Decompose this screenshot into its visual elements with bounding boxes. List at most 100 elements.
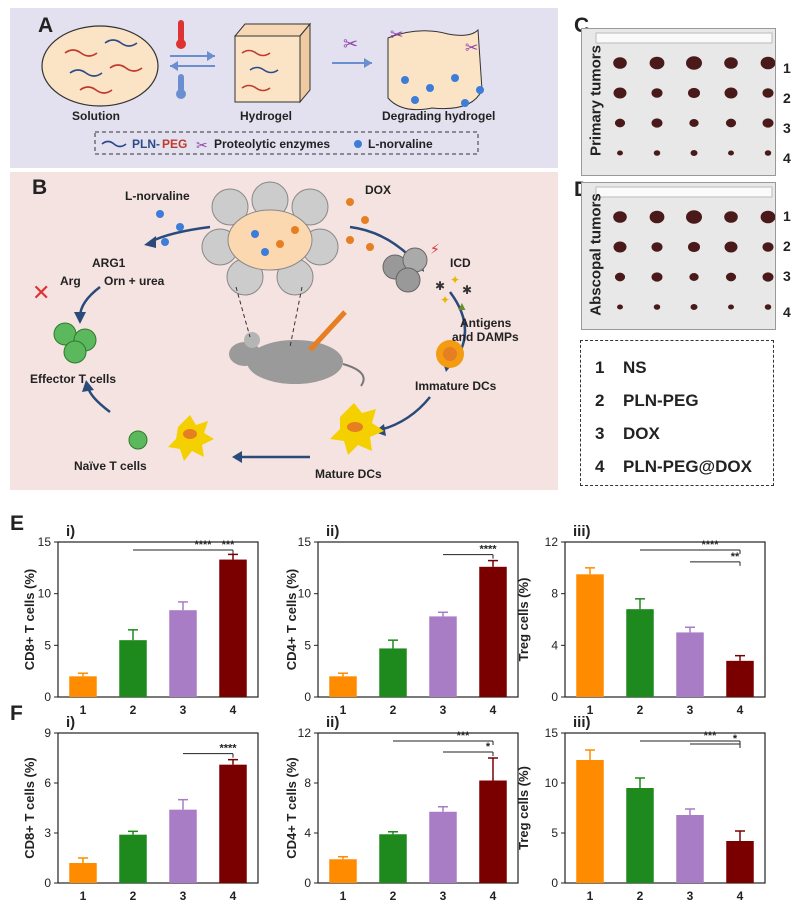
legend-row: 3 DOX: [595, 417, 773, 450]
significance-label: ***: [704, 730, 718, 742]
bar: [429, 616, 457, 697]
panel-a: ✂ ✂ ✂ Solution Hydrogel Degrading hydrog…: [10, 8, 558, 168]
y-tick-label: 10: [545, 776, 559, 790]
row-3: 3: [783, 120, 791, 136]
row-1: 1: [783, 60, 791, 76]
y-tick-label: 10: [38, 587, 52, 601]
x-tick-label: 4: [230, 703, 237, 717]
plot-frame: [564, 732, 766, 884]
bar: [626, 609, 654, 697]
legend-name: PLN-PEG@DOX: [623, 457, 752, 476]
bar: [169, 809, 197, 883]
norvaline-icon: [354, 140, 362, 148]
label-damps: and DAMPs: [452, 330, 519, 344]
subpanel-label: iii): [573, 714, 591, 731]
tumor: [725, 272, 737, 282]
bar: [119, 834, 147, 883]
temperature-switch-icon: [170, 20, 215, 99]
x-tick-label: 3: [440, 889, 447, 903]
tumor: [613, 87, 627, 99]
tumor: [760, 56, 776, 70]
antigen-particles: ✱ ✦ ✱ ✦ ▲: [435, 273, 472, 313]
dox-dots: [346, 198, 374, 251]
tumor: [651, 88, 663, 98]
significance-label: ****: [479, 544, 497, 556]
label-arg1: ARG1: [92, 256, 126, 270]
norvaline-dots: [156, 210, 184, 246]
svg-text:▲: ▲: [456, 299, 468, 313]
label-lnorvaline: L-norvaline: [125, 189, 190, 203]
plot-frame: [564, 541, 766, 698]
plot-frame: [317, 541, 519, 698]
x-tick-label: 3: [687, 889, 694, 903]
panel-b: ⚡ ✱ ✦ ✱ ✦ ▲: [10, 172, 558, 490]
tumor: [614, 272, 626, 282]
x-tick-label: 2: [130, 889, 137, 903]
svg-text:✂: ✂: [465, 40, 478, 57]
primary-tumors-photo: [581, 28, 776, 176]
row-1: 1: [783, 208, 791, 224]
x-tick-label: 2: [390, 703, 397, 717]
y-tick-label: 9: [44, 726, 51, 740]
row-4: 4: [783, 150, 791, 166]
x-tick-label: 4: [737, 703, 744, 717]
bar: [479, 566, 507, 697]
enzyme-icon: ✂: [196, 137, 208, 153]
hydrogel-cube: [233, 22, 312, 104]
x-tick-label: 1: [587, 703, 594, 717]
tumor: [724, 87, 738, 99]
y-tick-label: 5: [551, 826, 558, 840]
y-tick-label: 0: [44, 690, 51, 704]
row-3: 3: [783, 268, 791, 284]
x-tick-label: 4: [490, 889, 497, 903]
legend-enzymes: Proteolytic enzymes: [214, 137, 330, 151]
state-solution: Solution: [72, 109, 120, 123]
polymer-chains: [64, 39, 143, 94]
svg-text:✂: ✂: [343, 34, 358, 54]
bar: [169, 610, 197, 697]
y-tick-label: 4: [551, 638, 558, 652]
tumor: [613, 211, 627, 223]
x-tick-label: 1: [80, 703, 87, 717]
y-axis-label: CD8+ T cells (%): [22, 757, 37, 859]
bar: [726, 841, 754, 883]
tumor: [614, 118, 626, 128]
y-tick-label: 15: [38, 535, 52, 549]
tumor: [613, 57, 627, 69]
ruler: [595, 32, 773, 44]
subpanel-label: i): [66, 523, 75, 540]
bar: [329, 676, 357, 697]
bar: [379, 834, 407, 883]
x-tick-label: 4: [737, 889, 744, 903]
tumor: [762, 272, 774, 282]
svg-text:✱: ✱: [435, 279, 445, 293]
y-axis-label: Treg cells (%): [516, 766, 531, 850]
hydrogel-cells: [201, 181, 339, 296]
degrading-hydrogel: ✂ ✂: [387, 27, 484, 111]
tumor: [649, 56, 665, 70]
y-tick-label: 8: [304, 776, 311, 790]
y-axis-label: CD4+ T cells (%): [284, 569, 299, 671]
svg-text:✱: ✱: [462, 283, 472, 297]
bar: [726, 660, 754, 697]
tumor: [724, 211, 738, 223]
subpanel-label: iii): [573, 523, 591, 540]
y-tick-label: 15: [545, 726, 559, 740]
bar: [576, 760, 604, 883]
legend-pln: PLN-: [132, 137, 160, 151]
significance-label: ****: [194, 539, 212, 551]
svg-text:✦: ✦: [450, 273, 460, 287]
abscopal-tumor-grid: [595, 186, 776, 310]
tumor: [613, 241, 627, 253]
inhibition-cross-icon: ✕: [32, 280, 50, 305]
svg-text:✂: ✂: [390, 27, 403, 44]
x-tick-label: 3: [440, 703, 447, 717]
y-tick-label: 8: [551, 587, 558, 601]
plot-frame: [317, 732, 519, 884]
significance-label: *: [486, 741, 491, 753]
tumor: [724, 57, 738, 69]
legend-num: 1: [595, 358, 605, 377]
